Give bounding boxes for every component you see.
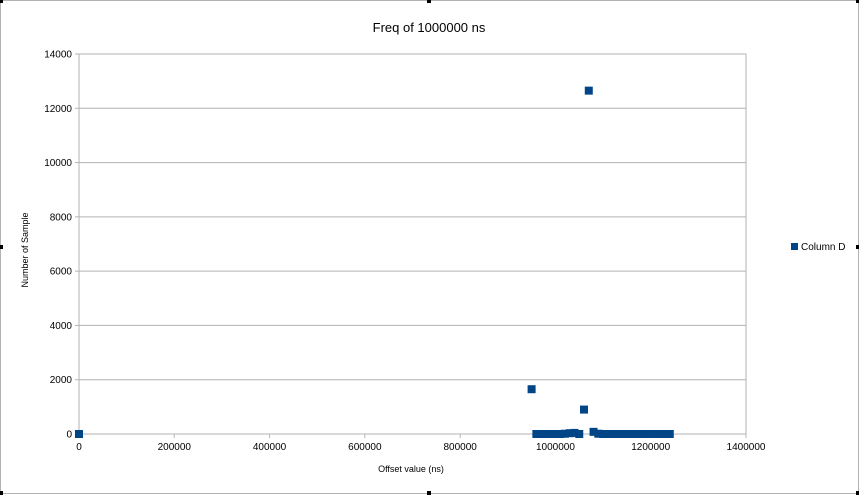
selection-handle-bottom-right[interactable] xyxy=(856,491,859,495)
data-point xyxy=(589,427,598,436)
x-tick-label: 600000 xyxy=(348,442,382,453)
chart-title: Freq of 1000000 ns xyxy=(373,20,486,35)
selection-handle-top-center[interactable] xyxy=(427,0,431,3)
selection-handle-middle-left[interactable] xyxy=(0,245,3,249)
y-tick-label: 12000 xyxy=(44,104,72,115)
y-tick-label: 10000 xyxy=(44,158,72,169)
y-tick-label: 0 xyxy=(66,430,72,441)
data-point xyxy=(641,430,650,438)
data-point xyxy=(646,430,655,438)
x-tick-label: 1400000 xyxy=(727,442,766,453)
data-point xyxy=(560,429,569,438)
legend-marker xyxy=(791,243,798,250)
data-point xyxy=(556,430,565,438)
selection-handle-bottom-center[interactable] xyxy=(427,491,431,495)
data-point xyxy=(599,430,608,438)
grid-lines xyxy=(79,53,746,435)
data-point xyxy=(651,430,660,438)
data-point xyxy=(537,430,546,438)
data-point xyxy=(627,430,636,438)
data-point xyxy=(637,430,646,438)
data-point xyxy=(665,430,674,438)
data-point xyxy=(551,430,560,438)
data-points xyxy=(75,86,674,438)
data-point xyxy=(580,405,589,414)
data-point xyxy=(608,430,617,438)
selection-handle-top-right[interactable] xyxy=(856,0,859,3)
y-tick-label: 2000 xyxy=(50,375,73,386)
selection-handle-middle-right[interactable] xyxy=(856,245,859,249)
legend-label: Column D xyxy=(801,242,845,253)
data-point xyxy=(570,428,579,437)
x-tick-label: 200000 xyxy=(158,442,192,453)
data-point xyxy=(661,430,670,438)
y-tick-label: 4000 xyxy=(50,321,73,332)
x-tick-label: 1200000 xyxy=(631,442,670,453)
data-point xyxy=(565,429,574,438)
plot-area xyxy=(78,53,747,435)
data-point xyxy=(584,86,593,95)
data-point xyxy=(618,430,627,438)
selection-handle-bottom-left[interactable] xyxy=(0,491,3,495)
y-tick-label: 8000 xyxy=(50,212,73,223)
data-point xyxy=(632,430,641,438)
selection-handle-top-left[interactable] xyxy=(0,0,3,3)
y-axis-label: Number of Sample xyxy=(20,212,30,287)
x-tick-label: 1000000 xyxy=(536,442,575,453)
data-point xyxy=(622,430,631,438)
x-axis-ticks: 0 200000 400000 600000 800000 1000000 1200000 1… xyxy=(76,434,766,453)
data-point xyxy=(75,430,83,438)
x-tick-label: 800000 xyxy=(443,442,477,453)
data-point xyxy=(575,430,584,438)
data-point xyxy=(527,385,536,394)
x-tick-label: 400000 xyxy=(253,442,287,453)
y-tick-label: 6000 xyxy=(50,267,73,278)
data-point xyxy=(656,430,665,438)
legend: Column D xyxy=(791,242,845,253)
data-point xyxy=(603,430,612,438)
data-point xyxy=(532,430,541,438)
data-point xyxy=(594,429,603,438)
y-tick-label: 14000 xyxy=(44,50,72,61)
x-axis-label: Offset value (ns) xyxy=(378,464,444,474)
data-point xyxy=(613,430,622,438)
x-tick-label: 0 xyxy=(76,442,82,453)
y-axis-ticks: 0 2000 4000 6000 8000 10000 12000 14000 xyxy=(44,50,79,441)
data-point xyxy=(546,430,555,438)
data-point xyxy=(541,430,550,438)
